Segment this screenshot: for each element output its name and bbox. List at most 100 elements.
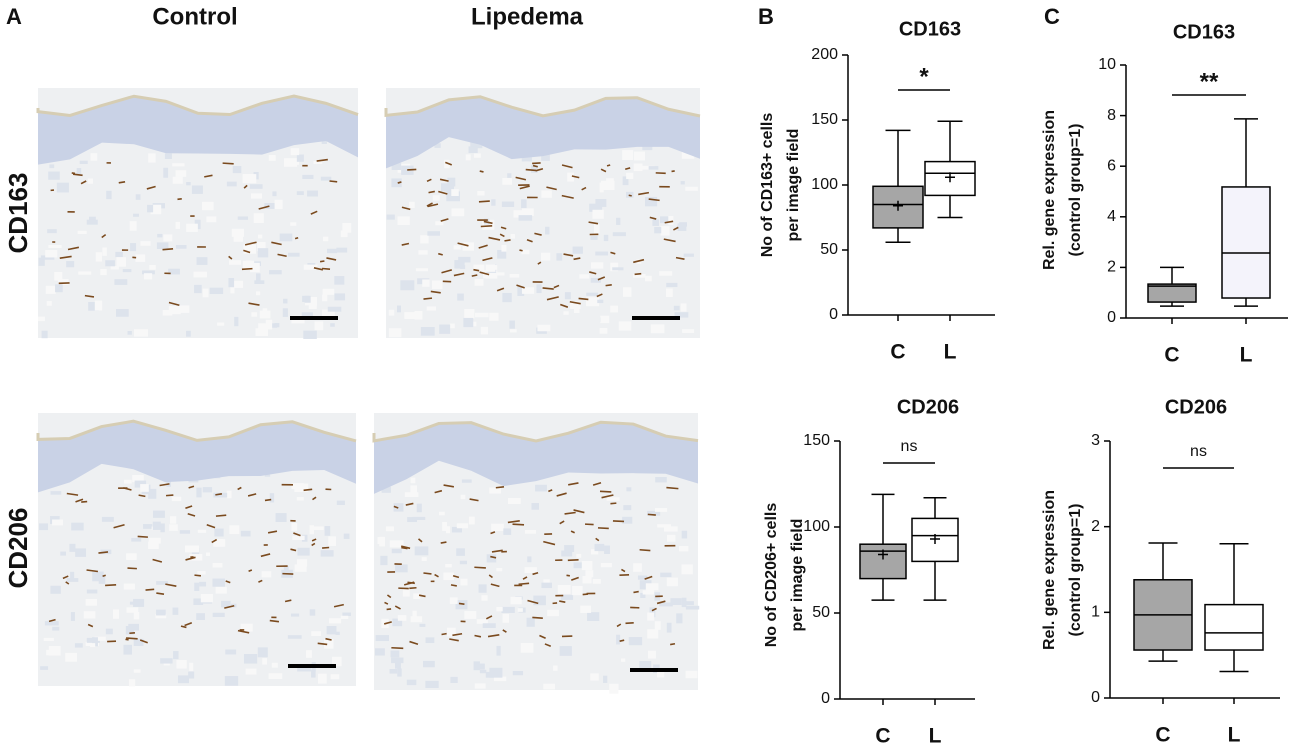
tissue-texture xyxy=(156,242,169,250)
tissue-texture xyxy=(413,593,421,600)
stain xyxy=(185,556,196,561)
stain xyxy=(225,580,231,584)
stain xyxy=(384,601,389,605)
stain xyxy=(534,232,542,236)
tissue-texture xyxy=(48,245,62,249)
stain xyxy=(474,566,486,569)
tissue-texture xyxy=(682,329,695,333)
tissue-texture xyxy=(311,631,322,637)
tissue-texture xyxy=(282,308,288,317)
tissue-texture xyxy=(521,199,527,209)
tissue-texture xyxy=(533,595,546,606)
stain xyxy=(515,176,527,181)
stain xyxy=(260,553,271,558)
tissue-texture xyxy=(256,273,261,282)
tissue-texture xyxy=(622,287,632,297)
tissue-texture xyxy=(175,221,181,229)
stain xyxy=(316,158,328,162)
tissue-texture xyxy=(142,270,155,275)
tissue-texture xyxy=(116,309,129,317)
tissue-texture xyxy=(668,215,674,225)
tissue-texture xyxy=(679,546,689,552)
stain xyxy=(162,247,174,251)
stain xyxy=(84,294,95,298)
stain xyxy=(612,520,625,523)
tissue-texture xyxy=(439,324,451,334)
y-axis-label: (control group=1) xyxy=(1067,124,1084,257)
tissue-texture xyxy=(642,590,655,595)
tissue-texture xyxy=(545,226,550,235)
stain xyxy=(651,607,657,612)
tissue-texture xyxy=(423,660,435,668)
tissue-texture xyxy=(586,292,598,296)
tissue-texture xyxy=(94,636,106,641)
tissue-texture xyxy=(681,597,687,608)
tissue-texture xyxy=(456,523,469,529)
stain xyxy=(188,485,195,489)
tissue-texture xyxy=(296,154,304,162)
tissue-texture xyxy=(524,567,537,574)
tissue-texture xyxy=(666,282,678,288)
tissue-texture xyxy=(254,280,265,285)
stain xyxy=(152,558,163,563)
tissue-texture xyxy=(527,556,532,563)
tissue-texture xyxy=(582,575,592,584)
tissue-texture xyxy=(279,233,293,242)
tissue-texture xyxy=(122,269,132,273)
tissue-texture xyxy=(308,303,317,309)
tissue-texture xyxy=(462,242,475,251)
stain xyxy=(516,284,525,289)
tissue-texture xyxy=(331,656,342,667)
stain xyxy=(490,583,500,588)
stain xyxy=(578,297,589,301)
stain xyxy=(479,271,490,276)
stain xyxy=(185,505,193,510)
stain xyxy=(326,257,337,261)
tissue-texture xyxy=(274,199,283,210)
tissue-texture xyxy=(650,324,665,334)
stain xyxy=(386,608,392,611)
stain xyxy=(159,483,170,487)
stain xyxy=(663,238,676,243)
tissue-texture xyxy=(435,221,444,226)
tissue-texture xyxy=(660,226,670,236)
tissue-texture xyxy=(407,517,418,523)
tissue-texture xyxy=(336,247,348,253)
tissue-texture xyxy=(674,312,689,318)
tissue-texture xyxy=(680,181,685,185)
stain xyxy=(519,249,523,252)
stain xyxy=(303,488,313,492)
tissue-texture xyxy=(648,166,659,170)
tissue-texture xyxy=(212,578,225,587)
tissue-texture xyxy=(507,498,521,504)
tissue-texture xyxy=(673,305,680,311)
tissue-texture xyxy=(322,294,328,302)
box xyxy=(1204,603,1264,651)
tissue-texture xyxy=(586,297,600,307)
tissue-texture xyxy=(133,669,141,673)
tissue-texture xyxy=(644,196,658,207)
chart-title: CD206 xyxy=(1165,396,1227,418)
tissue-texture xyxy=(444,159,450,169)
tissue-texture xyxy=(648,650,656,659)
stain xyxy=(264,498,272,502)
tissue-texture xyxy=(92,571,104,582)
stain xyxy=(597,527,609,530)
tissue-texture xyxy=(606,497,620,501)
tissue-texture xyxy=(489,312,499,321)
tissue-texture xyxy=(543,683,556,690)
tissue-texture xyxy=(168,268,180,275)
tissue-texture xyxy=(604,545,610,554)
stain xyxy=(532,616,543,620)
stain xyxy=(450,584,457,587)
tissue-texture xyxy=(474,278,484,286)
stain xyxy=(639,548,651,552)
tissue-texture xyxy=(323,236,329,242)
stain xyxy=(434,489,443,494)
tissue-texture xyxy=(249,184,263,189)
x-tick-label: L xyxy=(944,341,957,364)
tissue-texture xyxy=(503,528,512,535)
tissue-texture xyxy=(459,560,468,565)
tissue-texture xyxy=(196,613,205,621)
tissue-texture xyxy=(655,476,667,483)
